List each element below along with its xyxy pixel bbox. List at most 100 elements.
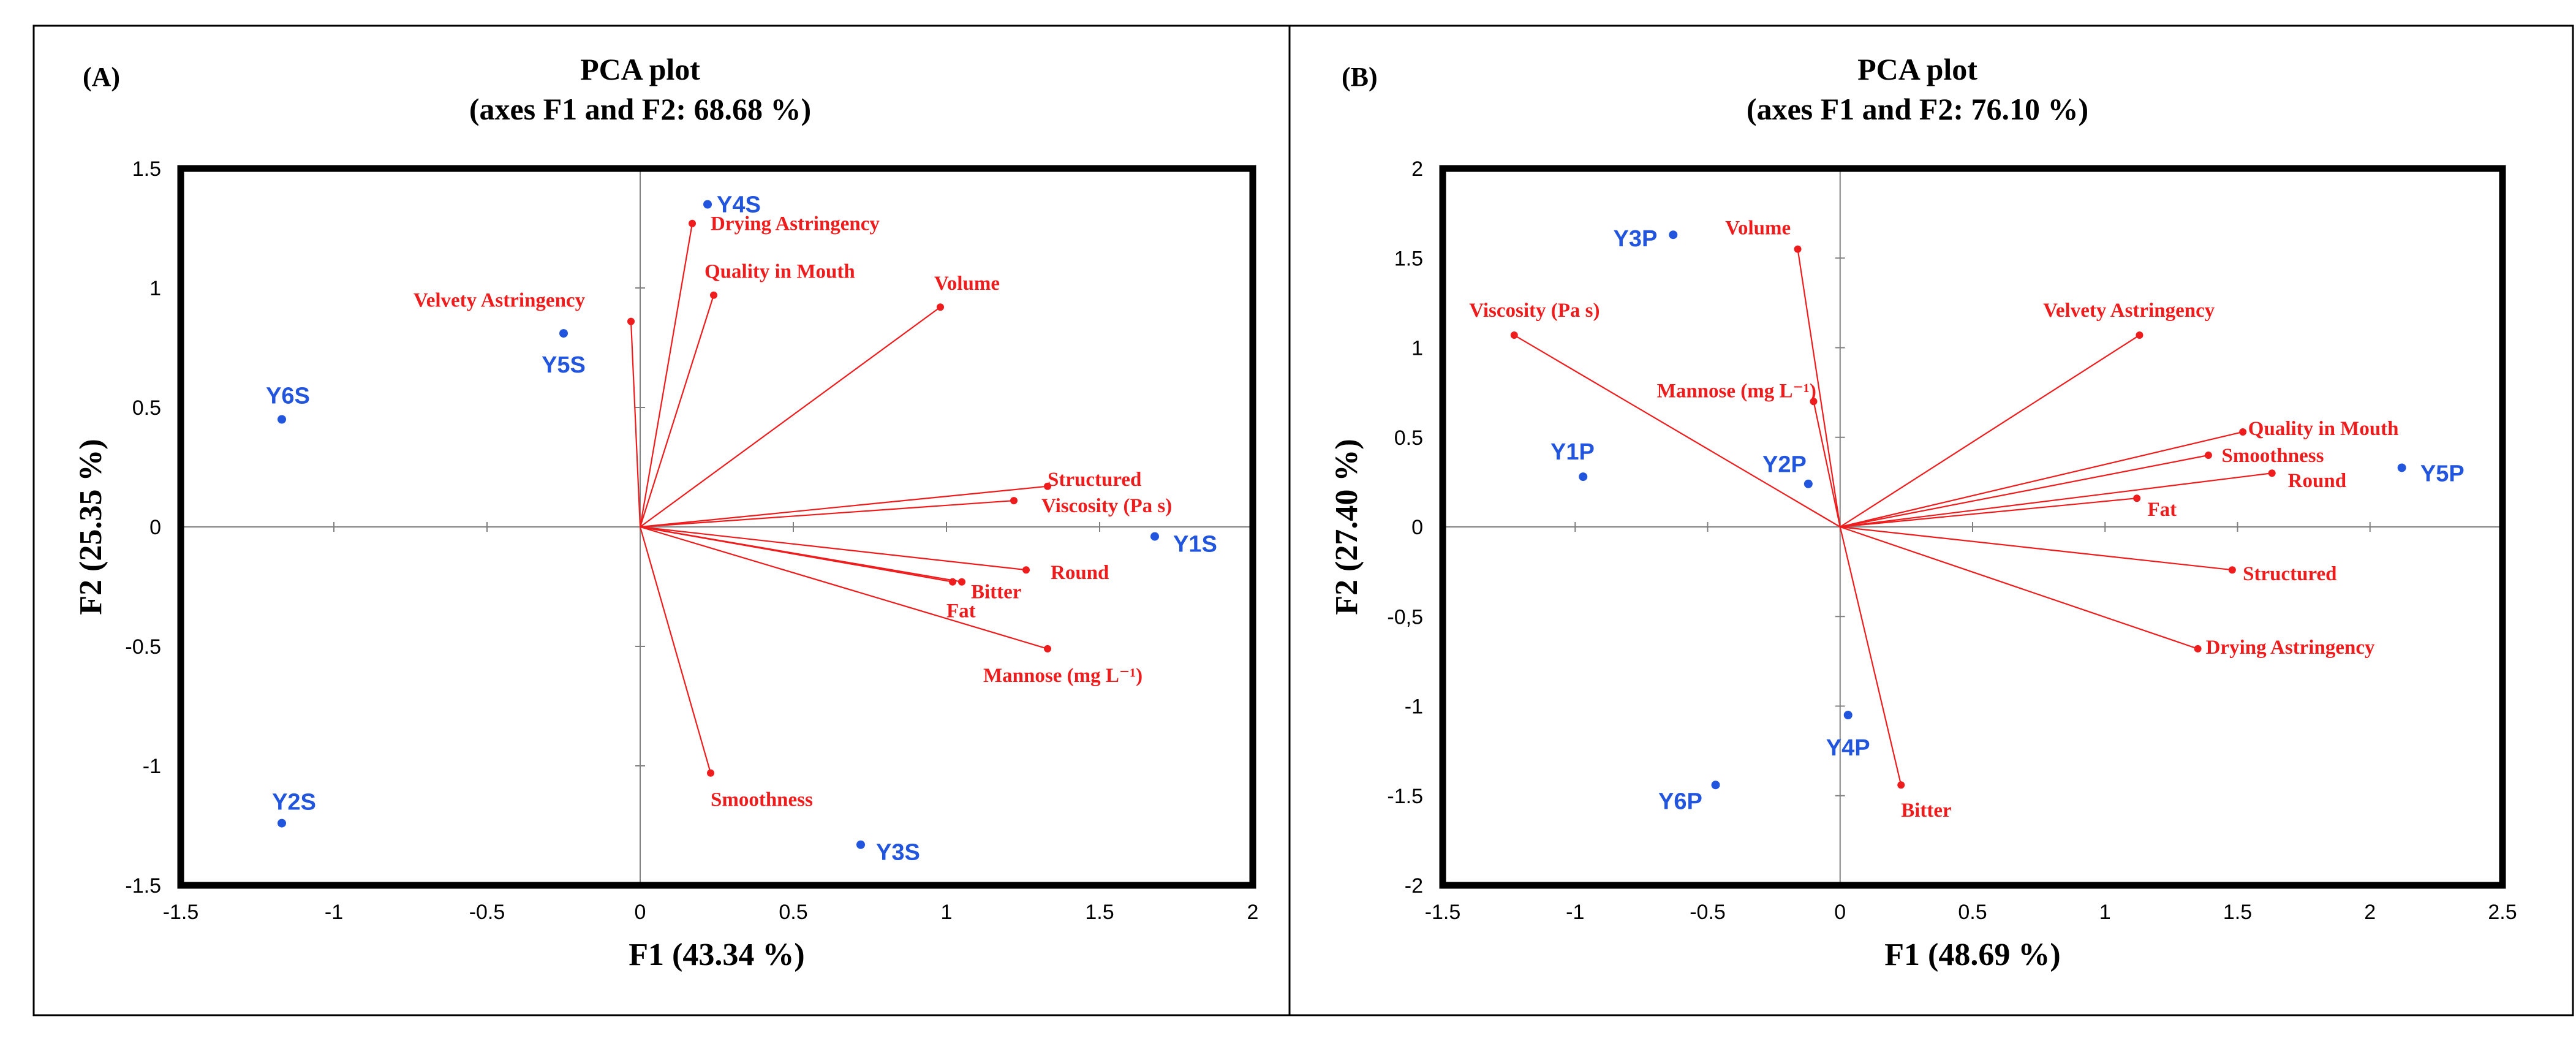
variable-point xyxy=(1010,497,1018,505)
variable-label: Volume xyxy=(1725,218,1791,240)
variable-label: Mannose (mg L⁻¹) xyxy=(983,665,1143,687)
y-tick-label: 2 xyxy=(1411,157,1423,181)
chart-subtitle: (axes F1 and F2: 76.10 %) xyxy=(1747,92,2088,126)
variable-point xyxy=(1810,398,1818,406)
observation-label: Y4S xyxy=(717,192,761,218)
x-tick-label: 2 xyxy=(2364,901,2376,924)
observation-point xyxy=(1843,711,1853,720)
variable-point xyxy=(627,317,635,325)
variable-point xyxy=(1510,331,1518,339)
variable-point xyxy=(949,578,956,586)
observation-point xyxy=(703,200,712,209)
x-tick-label: 2.5 xyxy=(2488,901,2517,924)
variable-label: Velvety Astringency xyxy=(2043,300,2215,322)
variable-vector xyxy=(640,526,953,583)
variable-point xyxy=(1044,645,1051,652)
observation-point xyxy=(856,840,865,849)
variable-label: Drying Astringency xyxy=(711,213,880,235)
variable-vector xyxy=(1813,401,1841,528)
y-tick-label: -0,5 xyxy=(1387,605,1423,629)
plot-frame xyxy=(177,165,1256,889)
y-tick-label: -1 xyxy=(143,755,161,778)
x-tick-label: 0 xyxy=(1834,901,1846,924)
panel-a: (A) PCA plot (axes F1 and F2: 68.68 %) Dryi… xyxy=(74,52,1258,972)
variable-point xyxy=(710,291,717,299)
x-axis-title: F1 (43.34 %) xyxy=(629,937,804,972)
variable-point xyxy=(2133,494,2141,502)
y-tick-label: 1 xyxy=(1411,337,1423,360)
variable-vector xyxy=(640,485,1048,528)
variable-label: Bitter xyxy=(971,581,1021,603)
variable-label: Smoothness xyxy=(2222,445,2324,467)
variable-point xyxy=(1022,566,1030,574)
variable-vector xyxy=(639,526,712,774)
variable-vector xyxy=(1839,526,1902,785)
observation-point xyxy=(1804,479,1813,488)
observation-label: Y6P xyxy=(1658,789,1702,815)
chart-subtitle: (axes F1 and F2: 68.68 %) xyxy=(469,92,811,126)
variable-vector xyxy=(639,295,715,528)
y-tick-label: 0.5 xyxy=(1394,426,1423,450)
x-axis-title: F1 (48.69 %) xyxy=(1884,937,2060,972)
x-tick-label: 1 xyxy=(941,901,953,924)
observation-label: Y2P xyxy=(1762,452,1807,478)
variable-label: Round xyxy=(1051,562,1109,584)
variable-vector xyxy=(630,321,641,528)
observation-label: Y5P xyxy=(2420,461,2465,486)
x-tick-label: -1.5 xyxy=(163,901,199,924)
x-tick-label: 1.5 xyxy=(1085,901,1114,924)
variable-point xyxy=(2228,566,2236,574)
variable-point xyxy=(2204,452,2212,459)
variable-point xyxy=(2268,469,2276,477)
observation-label: Y4P xyxy=(1826,735,1870,761)
y-tick-label: -1.5 xyxy=(1387,785,1423,808)
variable-label: Fat xyxy=(946,600,976,622)
variable-vector xyxy=(640,526,1048,649)
variable-vector xyxy=(1840,335,2140,528)
chart-title: PCA plot xyxy=(580,52,700,86)
variable-vector xyxy=(1797,249,1841,528)
observation-point xyxy=(1150,532,1159,541)
variable-label: Structured xyxy=(1048,469,1141,491)
variable-label: Viscosity (Pa s) xyxy=(1469,300,1600,322)
observation-label: Y5S xyxy=(542,352,586,378)
x-tick-label: 0.5 xyxy=(779,901,807,924)
variable-point xyxy=(1897,781,1905,789)
y-tick-label: -1.5 xyxy=(125,874,161,898)
variable-vector xyxy=(640,306,941,528)
y-tick-label: -1 xyxy=(1405,695,1423,719)
observation-label: Y3P xyxy=(1613,226,1657,252)
y-tick-label: 0 xyxy=(1411,516,1423,539)
variable-point xyxy=(689,219,696,227)
variable-vector xyxy=(1840,431,2243,528)
x-tick-label: -1 xyxy=(325,901,343,924)
variable-vector xyxy=(1840,454,2209,528)
observation-label: Y1P xyxy=(1551,439,1595,465)
variable-label: Bitter xyxy=(1901,800,1951,822)
x-tick-label: 0.5 xyxy=(1958,901,1987,924)
plot-frame xyxy=(1439,165,2506,889)
variable-label: Volume xyxy=(934,273,1000,295)
observation-point xyxy=(2397,463,2406,472)
variable-vector xyxy=(1840,472,2272,528)
variable-label: Quality in Mouth xyxy=(2248,418,2399,440)
observation-label: Y2S xyxy=(272,790,316,815)
panel-a-letter: (A) xyxy=(83,62,120,92)
variable-label: Smoothness xyxy=(711,789,813,811)
variable-point xyxy=(1794,245,1802,253)
variable-label: Drying Astringency xyxy=(2206,637,2375,659)
variable-vector xyxy=(1514,335,1841,528)
variable-point xyxy=(707,769,714,777)
x-tick-label: -0.5 xyxy=(469,901,505,924)
x-tick-label: 1 xyxy=(2099,901,2111,924)
y-tick-label: 1.5 xyxy=(1394,247,1423,270)
observation-point xyxy=(559,329,568,338)
variable-label: Mannose (mg L⁻¹) xyxy=(1657,380,1816,403)
variable-vector xyxy=(639,223,693,528)
observation-point xyxy=(278,415,286,424)
variable-label: Fat xyxy=(2147,499,2177,521)
y-axis-title: F2 (25.35 %) xyxy=(74,439,108,615)
variable-label: Structured xyxy=(2243,563,2336,585)
